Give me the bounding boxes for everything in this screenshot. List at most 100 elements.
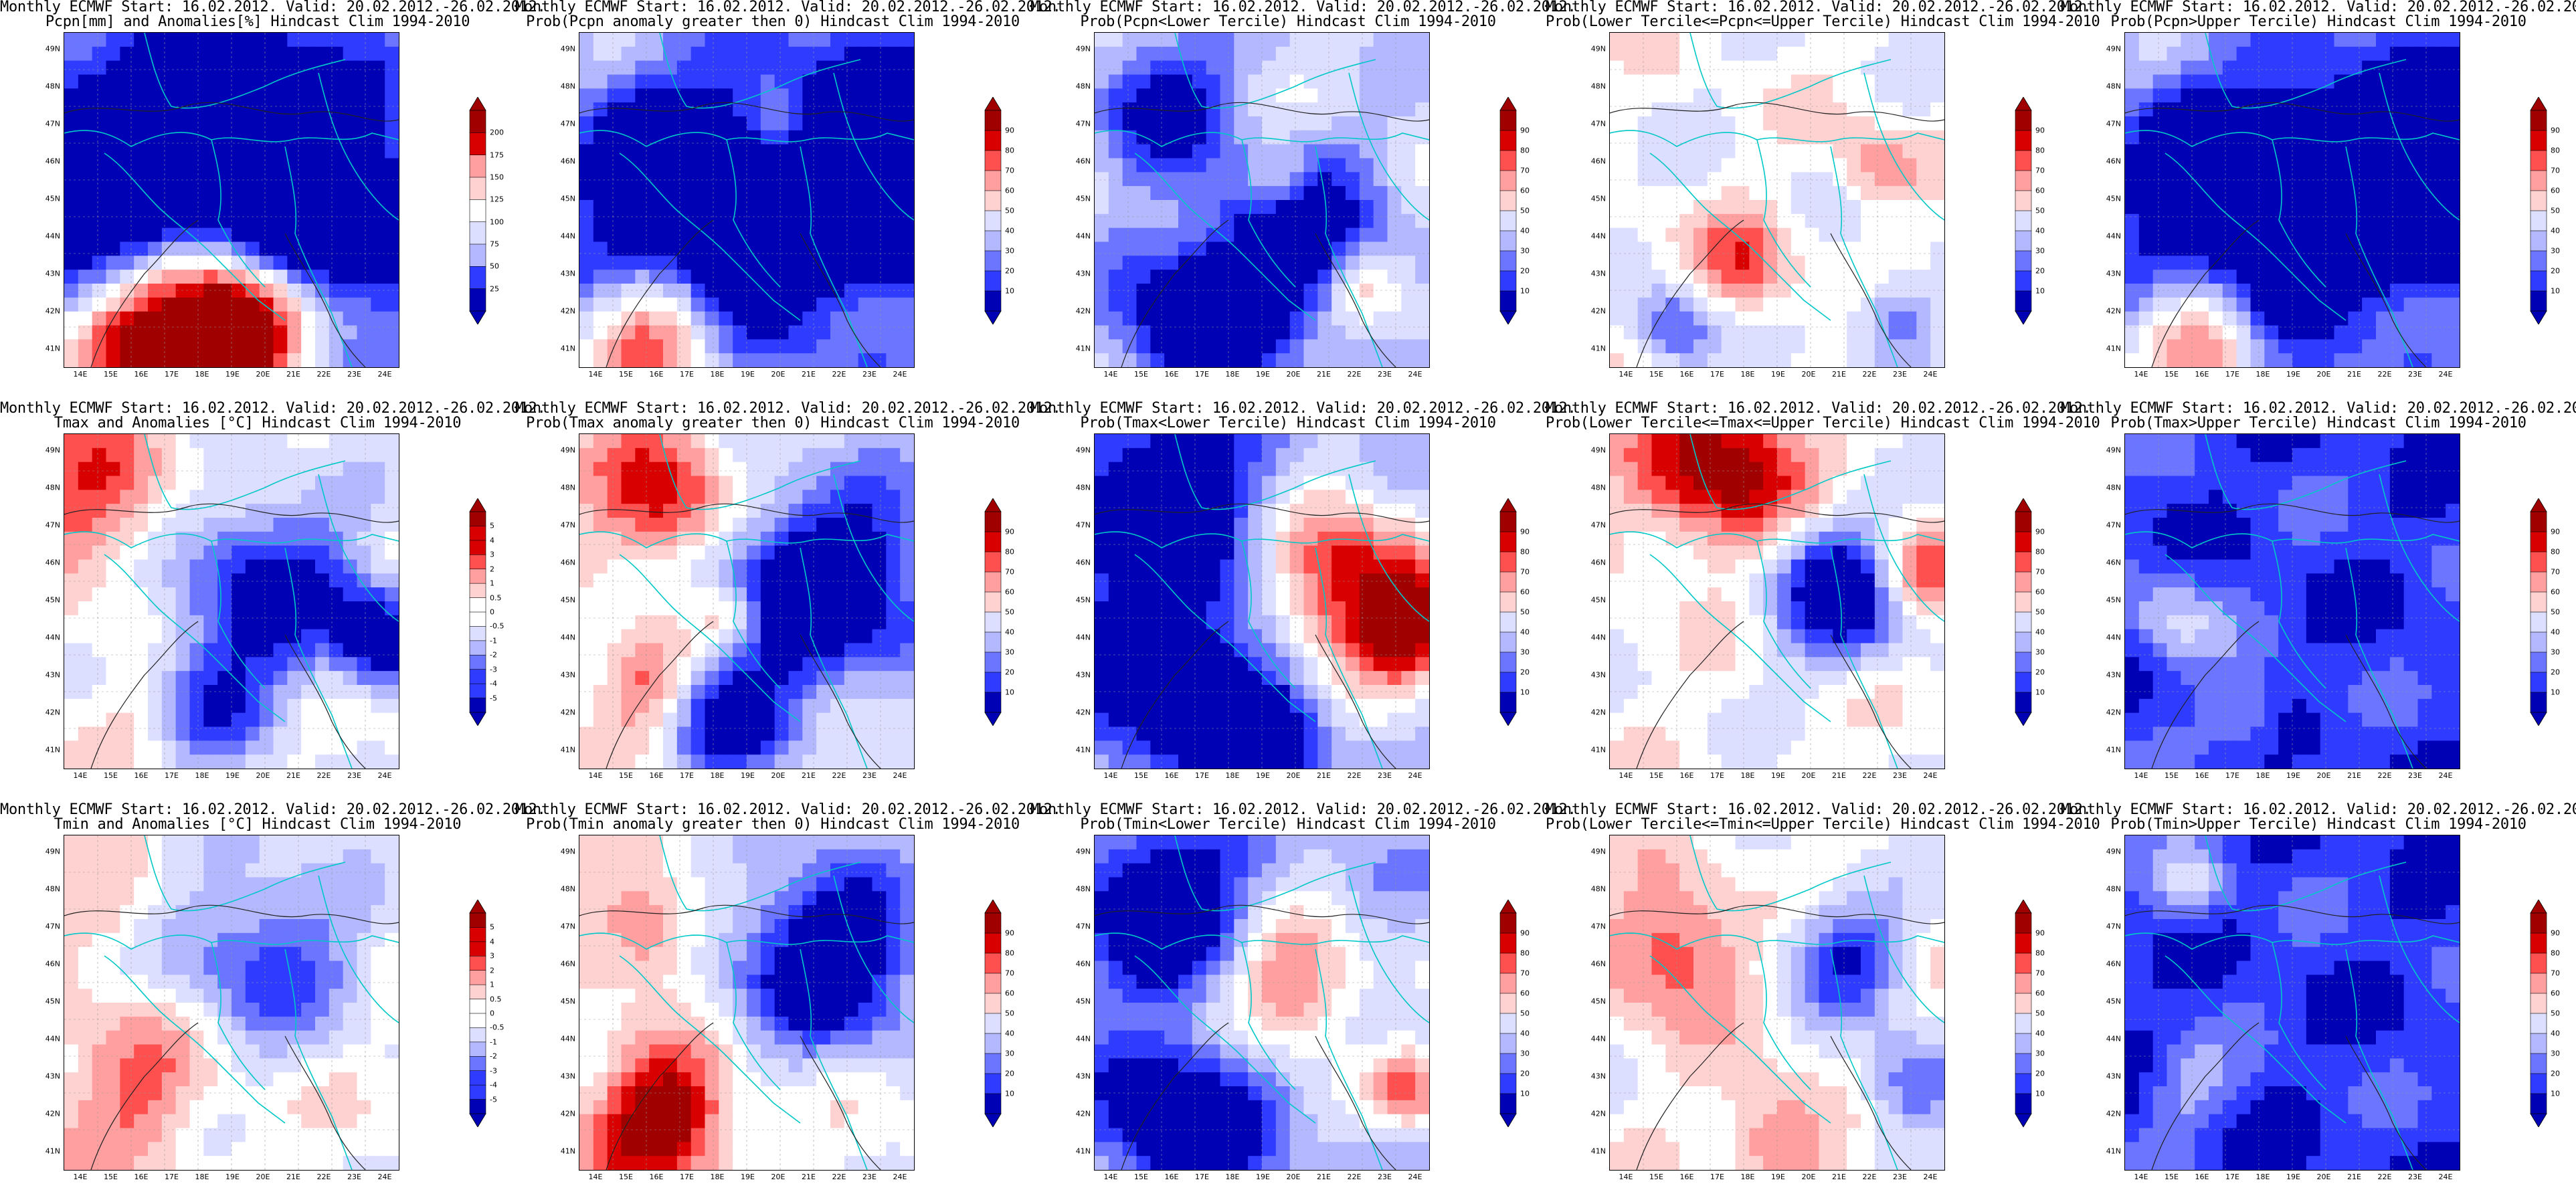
- colorbar-tick-label: 80: [2551, 547, 2560, 557]
- colorbar-tick-label: 70: [1005, 969, 1014, 978]
- longitude-tick: 15E: [619, 1173, 633, 1181]
- latitude-tick: 44N: [1590, 1034, 1606, 1043]
- forecast-panel: Monthly ECMWF Start: 16.02.2012. Valid: …: [0, 0, 546, 401]
- longitude-tick: 21E: [802, 771, 816, 780]
- longitude-tick: 21E: [2347, 370, 2361, 379]
- longitude-tick: 22E: [1347, 771, 1362, 780]
- colorbar-tick-label: 30: [2551, 647, 2560, 657]
- longitude-tick: 15E: [1649, 370, 1663, 379]
- colorbar-swatches: [469, 96, 486, 325]
- longitude-tick: 14E: [588, 1173, 603, 1181]
- longitude-tick: 17E: [1710, 1173, 1724, 1181]
- colorbar-tick-label: 90: [2551, 126, 2560, 135]
- map-canvas: [64, 835, 399, 1170]
- latitude-tick: 46N: [1590, 558, 1606, 567]
- colorbar-tick-label: 4: [490, 937, 494, 946]
- latitude-tick: 47N: [560, 119, 575, 128]
- colorbar-tick-label: 10: [1005, 1089, 1014, 1098]
- map-canvas: [64, 434, 399, 769]
- colorbar-tick-label: 20: [1520, 1069, 1530, 1078]
- colorbar-tick-label: 20: [1520, 668, 1530, 677]
- latitude-tick-labels: 49N 48N 47N 46N 45N 44N 43N 42N 41N: [33, 32, 60, 367]
- colorbar-legend: 90 80 70 60 50 40 30 20 10: [1499, 498, 1552, 726]
- latitude-tick: 43N: [560, 1072, 575, 1081]
- longitude-tick: 20E: [1801, 1173, 1816, 1181]
- latitude-tick: 46N: [1075, 558, 1091, 567]
- latitude-tick: 41N: [1590, 745, 1606, 755]
- colorbar-tick-label: 30: [1520, 647, 1530, 657]
- colorbar-tick-label: 10: [2551, 688, 2560, 697]
- longitude-tick-labels: 14E 15E 16E 17E 18E 19E 20E 21E 22E 23E 24E: [1094, 370, 1429, 381]
- longitude-tick: 21E: [802, 1173, 816, 1181]
- map-canvas: [579, 434, 914, 769]
- panel-title-line2: Tmin and Anomalies [°C] Hindcast Clim 19…: [54, 816, 462, 833]
- latitude-tick: 48N: [45, 82, 60, 91]
- panel-title-line2: Prob(Tmax<Lower Tercile) Hindcast Clim 1…: [1080, 415, 1496, 431]
- longitude-tick: 16E: [1164, 1173, 1179, 1181]
- longitude-tick-labels: 14E 15E 16E 17E 18E 19E 20E 21E 22E 23E 24E: [64, 771, 398, 782]
- longitude-tick-labels: 14E 15E 16E 17E 18E 19E 20E 21E 22E 23E 24E: [1094, 1173, 1429, 1183]
- colorbar-swatches: [1499, 498, 1517, 726]
- colorbar-tick-label: 50: [2035, 607, 2045, 617]
- colorbar-tick-label: 90: [2551, 527, 2560, 536]
- longitude-tick: 19E: [741, 370, 755, 379]
- colorbar-swatches: [2015, 96, 2032, 325]
- colorbar-legend: 90 80 70 60 50 40 30 20 10: [984, 899, 1037, 1128]
- latitude-tick: 44N: [560, 633, 575, 642]
- colorbar-tick-label: 20: [1005, 1069, 1014, 1078]
- latitude-tick: 42N: [45, 708, 60, 717]
- latitude-tick: 48N: [1590, 884, 1606, 894]
- latitude-tick: 42N: [2106, 1109, 2121, 1118]
- longitude-tick: 17E: [1710, 370, 1724, 379]
- longitude-tick: 19E: [225, 1173, 240, 1181]
- colorbar-tick-label: 20: [1520, 266, 1530, 276]
- colorbar-tick-label: 30: [2551, 1049, 2560, 1058]
- longitude-tick: 20E: [2316, 771, 2331, 780]
- longitude-tick: 23E: [1378, 370, 1392, 379]
- longitude-tick: 18E: [195, 1173, 209, 1181]
- longitude-tick: 22E: [1347, 1173, 1362, 1181]
- longitude-tick: 18E: [2256, 370, 2270, 379]
- longitude-tick: 22E: [1862, 370, 1877, 379]
- colorbar-tick-label: 30: [2035, 1049, 2045, 1058]
- longitude-tick: 19E: [1771, 771, 1785, 780]
- longitude-tick: 20E: [1801, 370, 1816, 379]
- panel-title-line2: Prob(Lower Tercile<=Tmin<=Upper Tercile)…: [1546, 816, 2100, 833]
- longitude-tick: 21E: [1317, 771, 1331, 780]
- longitude-tick: 14E: [1619, 771, 1633, 780]
- latitude-tick: 49N: [1590, 44, 1606, 54]
- longitude-tick: 18E: [1225, 370, 1240, 379]
- colorbar-legend: 200 175 150 125 100 75 50 25: [468, 96, 522, 325]
- panel-title: Monthly ECMWF Start: 16.02.2012. Valid: …: [0, 0, 546, 29]
- colorbar-tick-label: 60: [1005, 989, 1014, 998]
- longitude-tick: 17E: [2225, 370, 2239, 379]
- colorbar-tick-label: 90: [2035, 126, 2045, 135]
- colorbar-tick-label: 40: [1005, 226, 1014, 235]
- panel-title: Monthly ECMWF Start: 16.02.2012. Valid: …: [1030, 803, 1576, 832]
- colorbar-tick-label: 10: [2035, 1089, 2045, 1098]
- longitude-tick: 14E: [73, 370, 88, 379]
- colorbar-tick-label: 40: [2551, 226, 2560, 235]
- colorbar-tick-label: 1: [490, 980, 494, 989]
- latitude-tick: 44N: [45, 633, 60, 642]
- colorbar-tick-label: 40: [2035, 627, 2045, 637]
- forecast-map: [1609, 433, 1945, 769]
- latitude-tick-labels: 49N 48N 47N 46N 45N 44N 43N 42N 41N: [549, 32, 575, 367]
- longitude-tick: 23E: [862, 370, 877, 379]
- panel-title: Monthly ECMWF Start: 16.02.2012. Valid: …: [1030, 401, 1576, 431]
- map-canvas: [1095, 835, 1429, 1170]
- colorbar-tick-label: 70: [1520, 567, 1530, 577]
- latitude-tick: 44N: [1075, 231, 1091, 241]
- colorbar-swatches: [984, 96, 1002, 325]
- longitude-tick: 23E: [2408, 1173, 2422, 1181]
- panel-title-line2: Prob(Tmax>Upper Tercile) Hindcast Clim 1…: [2110, 415, 2526, 431]
- colorbar-tick-label: -4: [490, 679, 497, 688]
- latitude-tick: 41N: [2106, 745, 2121, 755]
- longitude-tick: 20E: [256, 1173, 270, 1181]
- colorbar-tick-label: -0.5: [490, 621, 504, 631]
- latitude-tick: 41N: [45, 1146, 60, 1156]
- colorbar-tick-label: 80: [1520, 547, 1530, 557]
- colorbar-tick-label: 75: [490, 239, 499, 249]
- latitude-tick: 48N: [2106, 483, 2121, 492]
- latitude-tick: 48N: [1075, 483, 1091, 492]
